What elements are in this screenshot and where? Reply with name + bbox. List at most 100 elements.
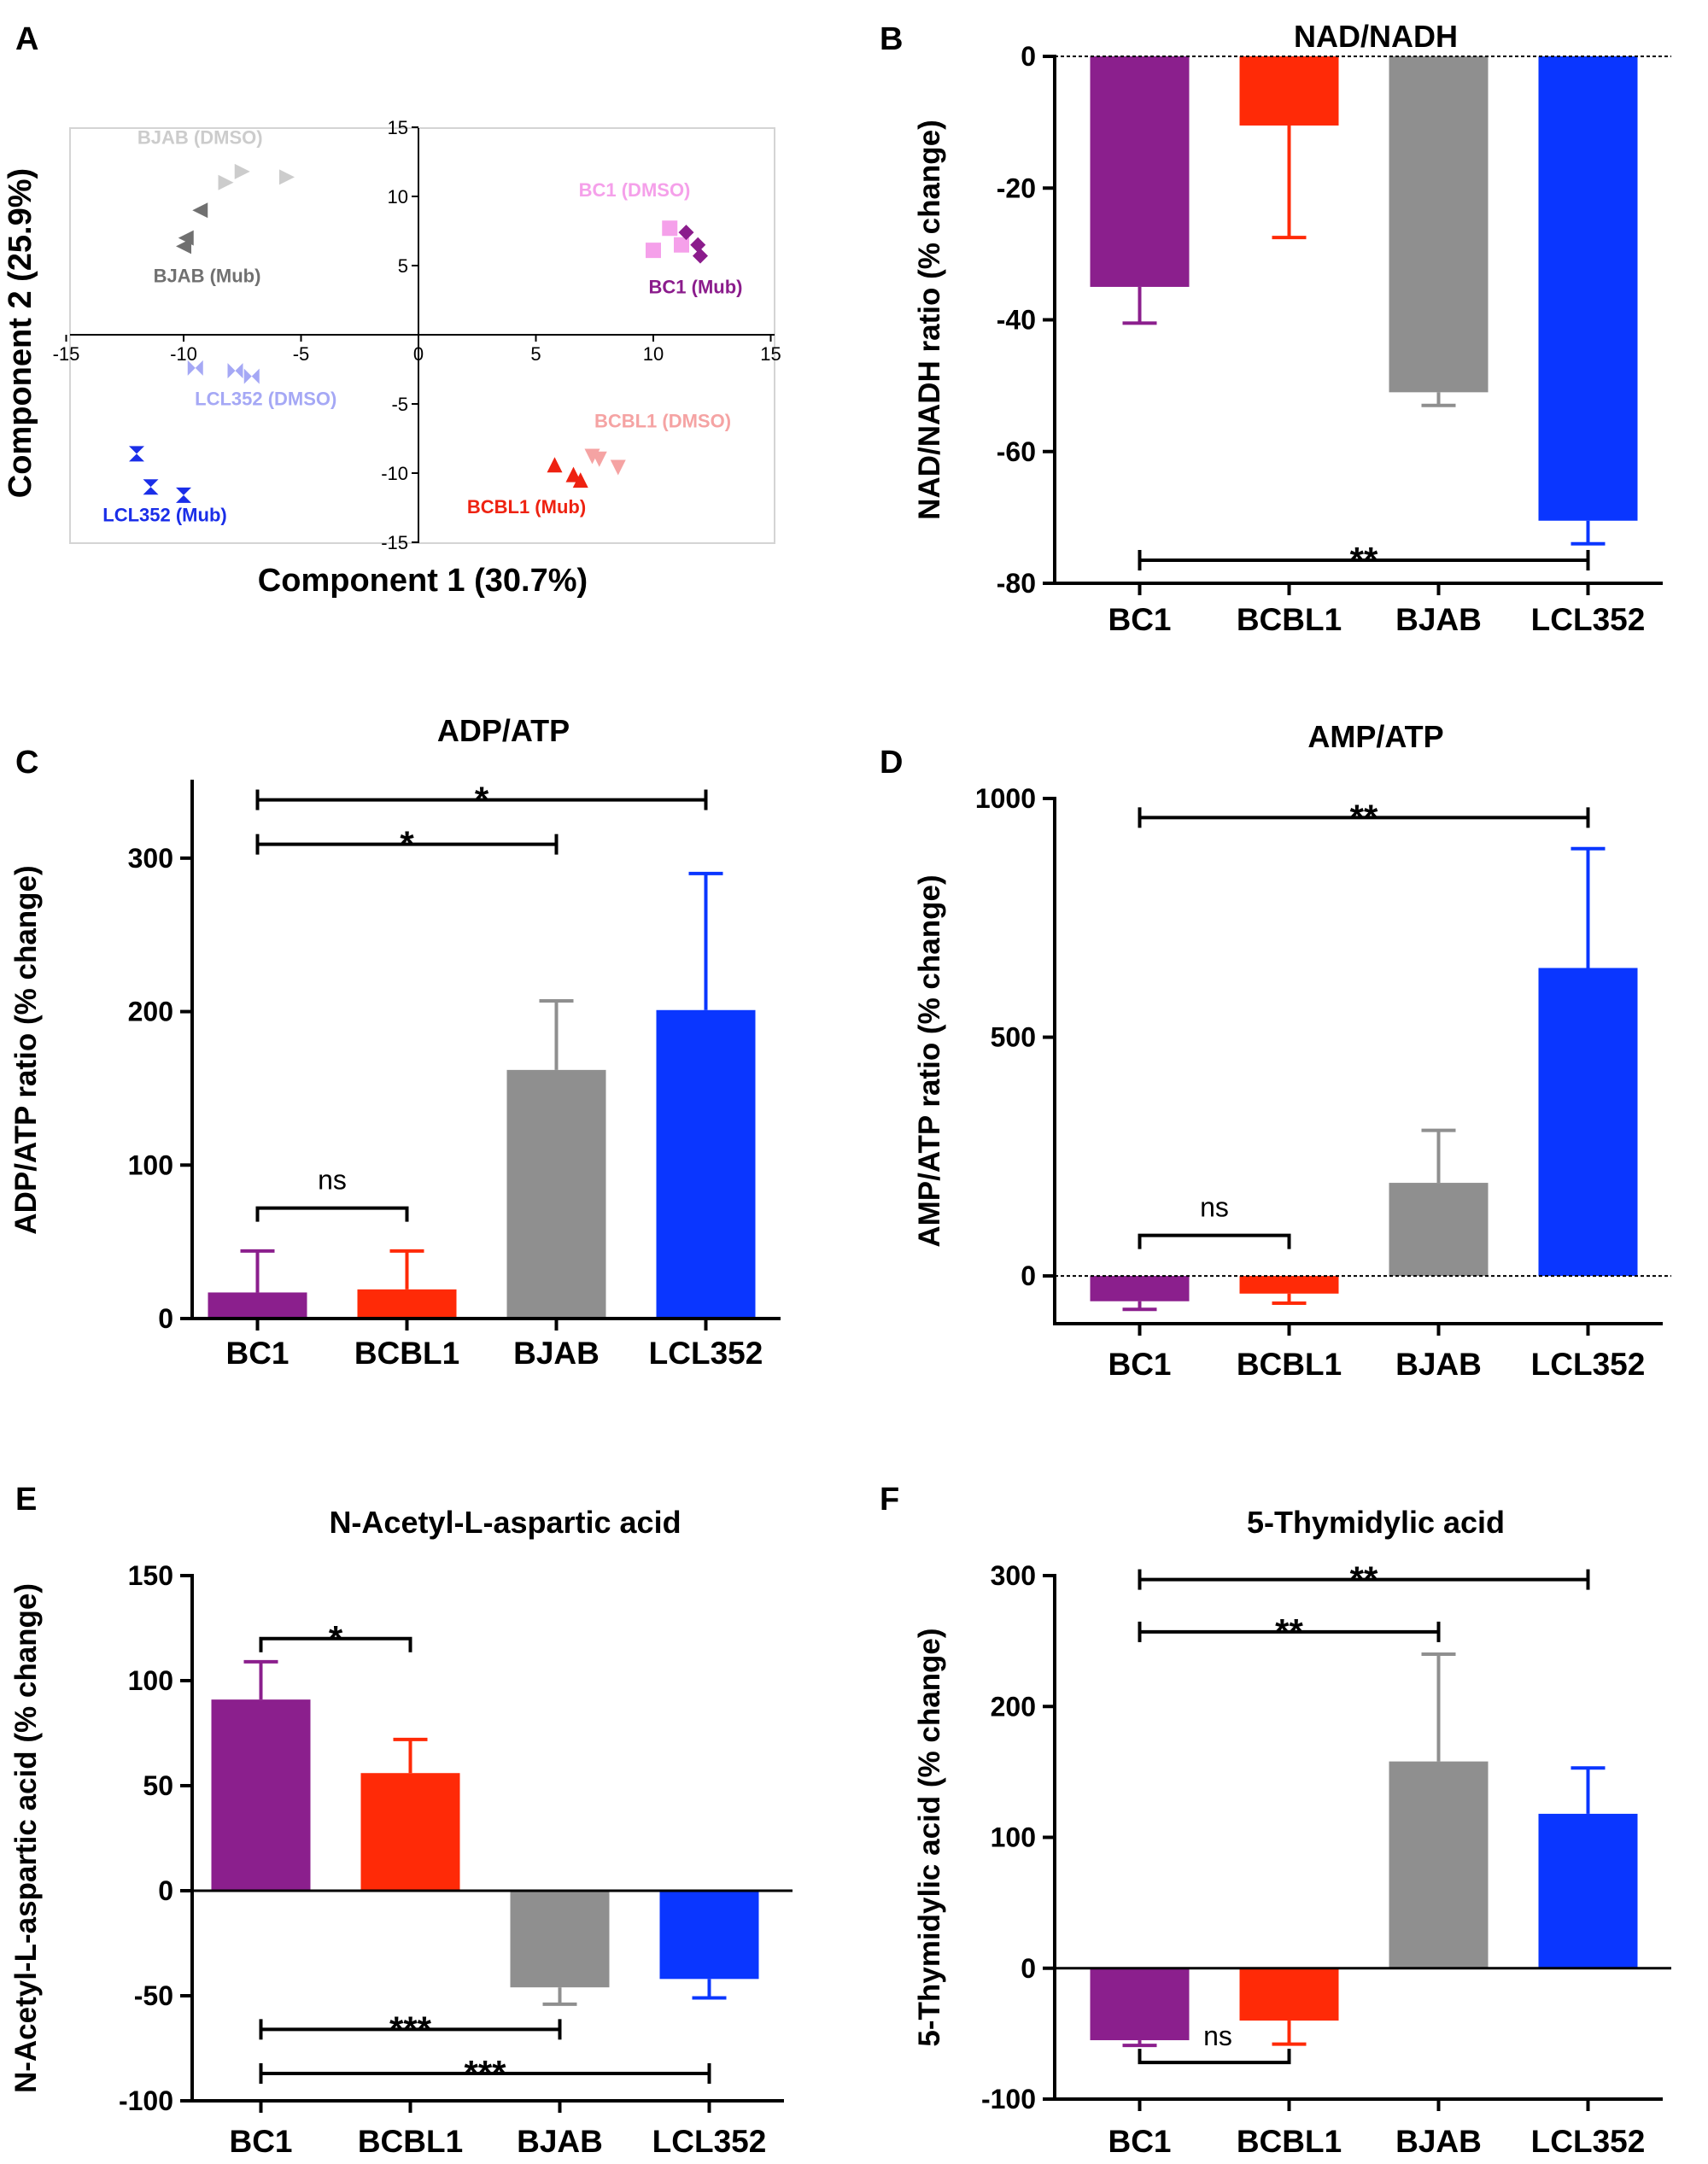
series-label-bcbl1-mub: BCBL1 (Mub) <box>467 496 586 518</box>
chart-title: AMP/ATP <box>1307 719 1443 754</box>
y-tick-label: 300 <box>128 843 173 874</box>
chart-title: ADP/ATP <box>437 713 570 748</box>
panel-c-adp-atp-chart: ADP/ATP ADP/ATP ratio (% change) 0 100 200 30… <box>9 713 781 1371</box>
y-tick-label: -40 <box>997 305 1036 336</box>
point-lcl352-mub <box>143 479 159 495</box>
bar-bc1 <box>211 1699 311 1891</box>
bar-bjab <box>506 1069 606 1319</box>
series-label-bjab-dmso: BJAB (DMSO) <box>137 126 263 148</box>
significance-label: ** <box>1350 540 1378 580</box>
x-tick-label: 15 <box>760 343 781 365</box>
significance-label: ns <box>1200 1192 1229 1223</box>
panel-e-n-acetyl-aspartic-chart: N-Acetyl-L-aspartic acid N-Acetyl-L-aspar… <box>9 1505 793 2159</box>
chart-title: NAD/NADH <box>1294 19 1458 54</box>
category-label-lcl352: LCL352 <box>1531 602 1646 637</box>
series-label-lcl352-dmso: LCL352 (DMSO) <box>195 389 336 410</box>
y-tick-label: 15 <box>388 117 408 138</box>
point-bjab-dmso <box>279 169 295 185</box>
bar-bc1 <box>208 1292 307 1319</box>
y-tick-label: 500 <box>991 1022 1036 1053</box>
category-label-bc1: BC1 <box>1108 2124 1171 2159</box>
y-tick-label: 1000 <box>975 783 1036 814</box>
significance-label: ** <box>1350 797 1378 837</box>
bar-bcbl1 <box>1239 1968 1339 2021</box>
y-tick-label: -20 <box>997 173 1036 203</box>
y-axis-label: N-Acetyl-L-aspartic acid (% change) <box>9 1583 43 2093</box>
category-label-bc1: BC1 <box>225 1336 289 1371</box>
y-tick-label: 0 <box>1021 41 1036 72</box>
y-tick-label: -80 <box>997 568 1036 599</box>
point-bcbl1-dmso <box>591 451 607 467</box>
significance-label: * <box>475 780 489 820</box>
bar-lcl352 <box>1538 56 1638 521</box>
significance-bracket <box>259 1636 412 1652</box>
bar-lcl352 <box>1538 1813 1638 1968</box>
y-axis-label: NAD/NADH ratio (% change) <box>913 120 946 520</box>
point-lcl352-mub <box>176 487 191 503</box>
point-bc1-dmso <box>646 243 661 259</box>
x-tick-label: 5 <box>530 343 541 365</box>
x-tick-label: -15 <box>53 343 80 365</box>
y-tick-label: -50 <box>134 1980 173 2011</box>
panel-a-pca-scatter: -15 -10 -5 0 5 10 15 -15 -10 -5 5 10 15 Component 1 (… <box>3 117 781 599</box>
y-tick-label: -100 <box>119 2085 173 2116</box>
bar-bc1 <box>1090 1968 1190 2041</box>
category-label-lcl352: LCL352 <box>652 2124 767 2159</box>
category-label-bjab: BJAB <box>1395 2124 1482 2159</box>
category-label-bjab: BJAB <box>1395 602 1482 637</box>
category-label-lcl352: LCL352 <box>649 1336 763 1371</box>
bar-bjab <box>1389 1761 1489 1968</box>
chart-title: N-Acetyl-L-aspartic acid <box>329 1505 681 1540</box>
y-tick-label: 50 <box>143 1770 173 1801</box>
bar-bc1 <box>1090 1276 1190 1301</box>
bar-bcbl1 <box>1239 1276 1339 1294</box>
point-lcl352-dmso <box>243 368 260 384</box>
category-label-bcbl1: BCBL1 <box>358 2124 463 2159</box>
y-tick-label: -100 <box>981 2084 1036 2114</box>
significance-label: * <box>400 824 414 864</box>
significance-label: * <box>329 1618 343 1658</box>
bar-bcbl1 <box>360 1773 460 1891</box>
y-tick-label: 5 <box>398 255 408 277</box>
y-axis-label: Component 2 (25.9%) <box>3 168 38 498</box>
significance-label: ns <box>318 1165 347 1196</box>
point-bjab-dmso <box>218 174 234 190</box>
x-tick-label: -10 <box>170 343 197 365</box>
category-label-bcbl1: BCBL1 <box>1237 2124 1342 2159</box>
category-label-bjab: BJAB <box>1395 1347 1482 1382</box>
panel-b-nad-nadh-chart: NAD/NADH NAD/NADH ratio (% change) 0 -20 -40… <box>913 19 1671 637</box>
chart-title: 5-Thymidylic acid <box>1247 1505 1505 1540</box>
y-tick-label: -15 <box>381 532 408 553</box>
panel-letter-b: B <box>880 21 903 57</box>
point-bjab-mub <box>192 202 208 219</box>
significance-label: ** <box>1275 1611 1303 1652</box>
point-lcl352-mub <box>129 446 144 462</box>
x-tick-label: -5 <box>293 343 310 365</box>
significance-bracket <box>1138 2049 1291 2065</box>
point-bc1-dmso <box>662 220 678 237</box>
y-tick-label: -60 <box>997 436 1036 467</box>
y-tick-label: -5 <box>391 394 408 415</box>
series-label-bcbl1-dmso: BCBL1 (DMSO) <box>594 411 731 432</box>
bar-bcbl1 <box>357 1289 457 1319</box>
category-label-bc1: BC1 <box>1108 602 1171 637</box>
y-tick-label: 100 <box>128 1665 173 1696</box>
series-label-bjab-mub: BJAB (Mub) <box>154 265 261 286</box>
point-bc1-dmso <box>674 237 689 253</box>
bar-bc1 <box>1090 56 1190 287</box>
panel-letter-a: A <box>15 21 38 57</box>
panel-letter-f: F <box>880 1482 899 1518</box>
bar-bcbl1 <box>1239 56 1339 126</box>
panel-f-thymidylic-chart: 5-Thymidylic acid 5-Thymidylic acid (% ch… <box>913 1505 1671 2159</box>
y-tick-label: 0 <box>158 1303 173 1334</box>
category-label-bcbl1: BCBL1 <box>1237 602 1342 637</box>
panel-d-amp-atp-chart: AMP/ATP AMP/ATP ratio (% change) 0 500 1000 B… <box>913 719 1671 1382</box>
significance-bracket <box>1138 1233 1291 1249</box>
bar-lcl352 <box>656 1009 756 1319</box>
y-axis-label: ADP/ATP ratio (% change) <box>9 865 43 1234</box>
category-label-bjab: BJAB <box>517 2124 603 2159</box>
category-label-bcbl1: BCBL1 <box>1237 1347 1342 1382</box>
y-tick-label: 0 <box>1021 1953 1036 1984</box>
y-tick-label: -10 <box>381 463 408 484</box>
y-tick-label: 150 <box>128 1560 173 1591</box>
